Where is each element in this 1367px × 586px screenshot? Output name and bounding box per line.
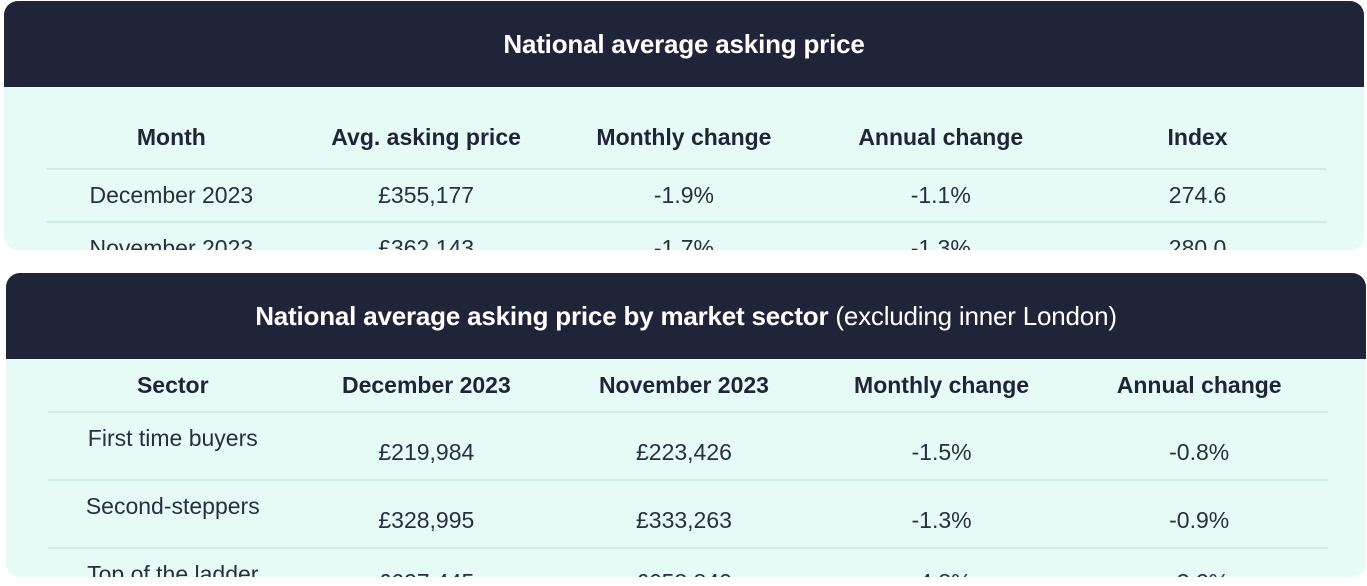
column-header-annual-change: Annual change: [1070, 359, 1328, 413]
asking-price-card: National average asking price Month Avg.…: [4, 1, 1364, 250]
cell-annual-change: -1.1%: [812, 169, 1070, 223]
cell-annual-change: -0.9%: [1070, 480, 1328, 549]
column-header-december-2023: December 2023: [297, 359, 556, 413]
table-row: First time buyers £219,984 £223,426 -1.5…: [48, 412, 1328, 481]
header-row: Sector December 2023 November 2023 Month…: [48, 359, 1328, 413]
table-subtitle: (excluding inner London): [835, 300, 1117, 331]
cell-month: November 2023: [89, 235, 254, 250]
cell-november: £333,263: [555, 480, 813, 549]
table-row: Top of the ladder £627,445 £658,840 -4.8…: [48, 548, 1328, 577]
cell-november: £658,840: [555, 548, 813, 578]
cell-avg-price: £355,177: [296, 169, 556, 223]
table-row: December 2023 £355,177 -1.9% -1.1% 274.6: [46, 169, 1326, 223]
asking-price-table: Month Avg. asking price Monthly change A…: [46, 87, 1326, 250]
cell-monthly-change: -4.8%: [813, 548, 1071, 578]
cell-annual-change: -0.8%: [1070, 412, 1328, 481]
column-header-monthly-change: Monthly change: [812, 359, 1071, 413]
cell-index: 280.0: [1168, 235, 1227, 250]
card-header: National average asking price by market …: [6, 273, 1366, 359]
cell-sector: Top of the ladder: [87, 561, 259, 577]
column-header-index: Index: [1069, 87, 1326, 170]
cell-month: December 2023: [46, 169, 297, 223]
cell-annual-change: -3.2%: [1070, 548, 1328, 578]
header-row: Month Avg. asking price Monthly change A…: [46, 87, 1326, 170]
market-sector-card: National average asking price by market …: [6, 273, 1366, 577]
column-header-monthly-change: Monthly change: [555, 87, 813, 170]
cell-monthly-change: -1.3%: [812, 480, 1071, 549]
cell-december: £627,445: [298, 548, 556, 578]
cell-november: £223,426: [555, 412, 813, 481]
column-header-annual-change: Annual change: [812, 87, 1070, 170]
table-row: Second-steppers £328,995 £333,263 -1.3% …: [48, 480, 1328, 549]
cell-avg-price: £362,143: [378, 235, 475, 250]
column-header-sector: Sector: [48, 359, 298, 413]
table-row: November 2023 £362,143 -1.7% -1.3% 280.0: [46, 222, 1326, 250]
cell-monthly-change: -1.9%: [555, 169, 813, 223]
cell-december: £328,995: [297, 480, 556, 549]
column-header-november-2023: November 2023: [555, 359, 813, 413]
table-title: National average asking price by market …: [255, 300, 829, 331]
cell-sector: Second-steppers: [48, 480, 298, 549]
table-title: National average asking price: [503, 28, 865, 59]
market-sector-table: Sector December 2023 November 2023 Month…: [48, 359, 1328, 577]
cell-annual-change: -1.3%: [910, 235, 971, 250]
card-header: National average asking price: [4, 1, 1364, 87]
cell-december: £219,984: [297, 412, 556, 481]
column-header-avg-price: Avg. asking price: [296, 87, 556, 170]
column-header-month: Month: [46, 87, 297, 170]
cell-index: 274.6: [1069, 169, 1326, 223]
cell-sector: First time buyers: [48, 412, 298, 481]
cell-monthly-change: -1.5%: [812, 412, 1071, 481]
cell-monthly-change: -1.7%: [653, 235, 714, 250]
